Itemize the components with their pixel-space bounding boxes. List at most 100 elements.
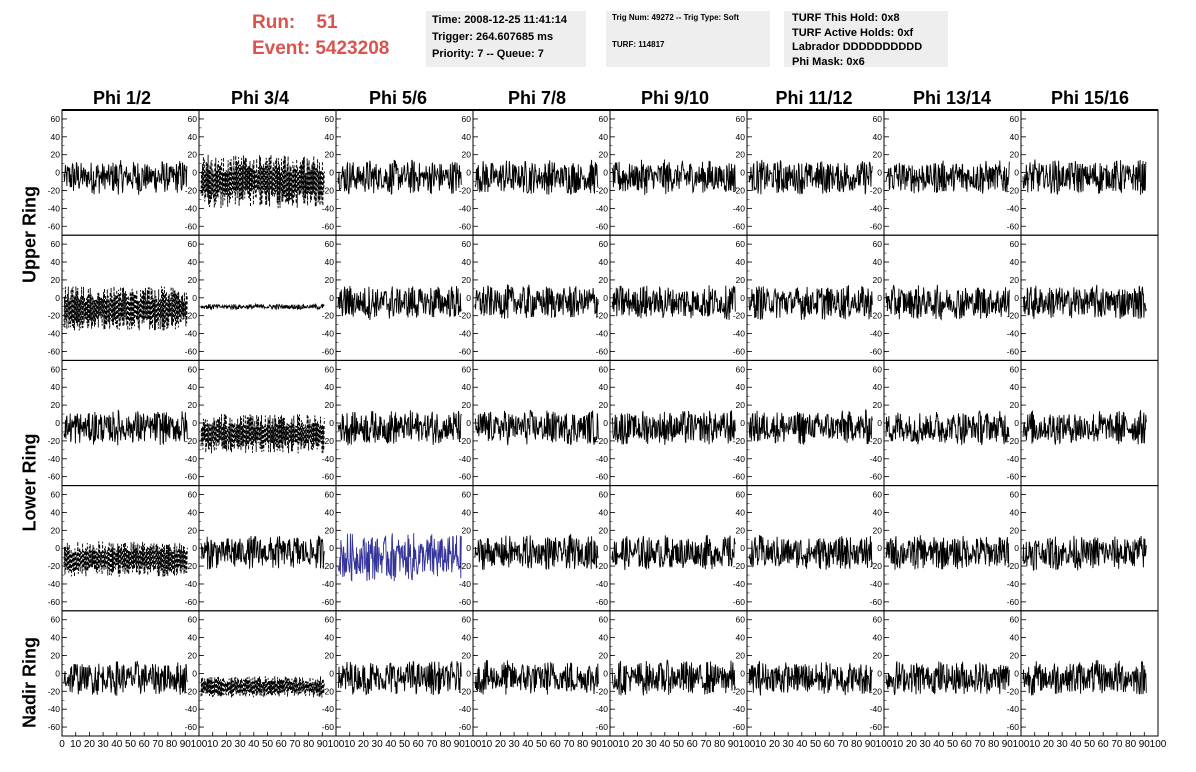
x-tick-label: 60 xyxy=(413,739,425,750)
waveform-panel: -60 -40 -20 0 20 40 60 xyxy=(596,234,748,361)
y-tick-label: 60 xyxy=(1010,114,1020,124)
x-tick-label: 10 xyxy=(481,739,493,750)
y-tick-label: -40 xyxy=(870,203,883,213)
waveform-panel: -60 -40 -20 0 20 40 60 xyxy=(322,109,474,236)
y-tick-label: 60 xyxy=(325,364,335,374)
y-tick-label: -20 xyxy=(596,436,609,446)
waveform-panel: -60 -40 -20 0 20 40 60 xyxy=(870,359,1022,487)
y-tick-label: -40 xyxy=(870,329,883,339)
y-tick-label: -60 xyxy=(48,722,61,732)
waveform-trace xyxy=(885,535,1010,570)
column-header-phi-5-6: Phi 5/6 xyxy=(368,88,428,108)
waveform-trace xyxy=(474,284,599,319)
x-tick-label: 70 xyxy=(289,739,301,750)
y-tick-label: 20 xyxy=(736,275,746,285)
y-tick-label: -60 xyxy=(185,221,198,231)
y-tick-label: -20 xyxy=(1007,561,1020,571)
y-tick-label: 40 xyxy=(1010,507,1020,517)
x-tick-label: 40 xyxy=(933,739,945,750)
y-tick-label: 20 xyxy=(188,400,198,410)
y-tick-label: -60 xyxy=(596,597,609,607)
y-tick-label: 0 xyxy=(740,168,745,178)
y-tick-label: 40 xyxy=(1010,132,1020,142)
y-tick-label: -60 xyxy=(185,597,198,607)
x-tick-label: 10 xyxy=(1029,739,1041,750)
waveform-trace xyxy=(63,286,188,331)
waveform-panel: -60 -40 -20 0 20 40 60 xyxy=(185,234,337,361)
y-tick-label: 40 xyxy=(462,132,472,142)
y-tick-label: 40 xyxy=(873,633,883,643)
x-tick-label: 70 xyxy=(426,739,438,750)
y-tick-label: 60 xyxy=(51,364,61,374)
waveform-panel: -60 -40 -20 0 20 40 60 xyxy=(185,359,337,487)
y-tick-label: -40 xyxy=(733,329,746,339)
waveform-trace xyxy=(200,302,325,311)
y-tick-label: -60 xyxy=(733,346,746,356)
x-tick-label: 90 xyxy=(865,739,877,750)
y-tick-label: -20 xyxy=(870,686,883,696)
column-header-phi-3-4: Phi 3/4 xyxy=(230,88,290,108)
y-tick-label: 40 xyxy=(599,132,609,142)
waveform-trace xyxy=(611,285,736,320)
x-tick-label: 50 xyxy=(399,739,411,750)
waveform-trace xyxy=(337,410,462,446)
y-tick-label: 60 xyxy=(325,490,335,500)
y-tick-label: 0 xyxy=(329,543,334,553)
waveform-trace xyxy=(474,159,599,195)
waveform-trace xyxy=(1022,159,1147,195)
y-tick-label: -20 xyxy=(733,561,746,571)
y-tick-label: 60 xyxy=(736,239,746,249)
y-tick-label: 60 xyxy=(1010,364,1020,374)
waveform-trace xyxy=(474,660,599,695)
y-tick-label: -60 xyxy=(596,472,609,482)
event-label: Event: xyxy=(252,38,311,59)
x-tick-label: 50 xyxy=(1084,739,1096,750)
waveform-trace xyxy=(611,159,736,195)
y-tick-label: -40 xyxy=(459,454,472,464)
y-tick-label: -60 xyxy=(1007,597,1020,607)
y-tick-label: 40 xyxy=(1010,633,1020,643)
y-tick-label: 60 xyxy=(736,114,746,124)
waveform-panel: -60 -40 -20 0 20 40 60 xyxy=(322,485,474,612)
y-tick-label: -20 xyxy=(459,686,472,696)
waveform-trace xyxy=(200,676,325,698)
waveform-panel: -60 -40 -20 0 20 40 60 xyxy=(596,359,748,487)
x-tick-label: 60 xyxy=(139,739,151,750)
priority-text: Priority: 7 -- Queue: 7 xyxy=(432,48,544,60)
x-tick-label: 30 xyxy=(1057,739,1069,750)
y-tick-label: 20 xyxy=(736,651,746,661)
y-tick-label: 60 xyxy=(873,364,883,374)
y-tick-label: 20 xyxy=(736,400,746,410)
y-tick-label: 0 xyxy=(740,543,745,553)
y-tick-label: 40 xyxy=(188,633,198,643)
panel-frame xyxy=(198,610,337,737)
column-header-phi-13-14: Phi 13/14 xyxy=(912,88,992,108)
trigger-text: Trigger: 264.607685 ms xyxy=(432,31,554,43)
y-tick-label: 20 xyxy=(325,651,335,661)
waveform-panel: -60 -40 -20 0 20 40 60 xyxy=(322,359,474,487)
panel-frame xyxy=(61,485,200,612)
x-tick-label: 10 xyxy=(618,739,630,750)
waveform-trace xyxy=(337,285,462,321)
y-tick-label: 40 xyxy=(325,382,335,392)
y-tick-label: -20 xyxy=(185,686,198,696)
waveform-panel: -60 -40 -20 0 20 40 60 xyxy=(870,610,1022,737)
waveform-panel: -60 -40 -20 0 20 40 60 xyxy=(185,610,337,737)
y-tick-label: -60 xyxy=(185,722,198,732)
y-tick-label: -60 xyxy=(459,597,472,607)
y-tick-label: -60 xyxy=(48,221,61,231)
y-tick-label: 40 xyxy=(736,507,746,517)
y-tick-label: 20 xyxy=(873,651,883,661)
waveform-trace xyxy=(63,408,188,446)
waveform-trace xyxy=(63,541,188,577)
y-tick-label: -40 xyxy=(459,704,472,714)
y-tick-label: 20 xyxy=(188,525,198,535)
y-tick-label: 60 xyxy=(51,490,61,500)
y-tick-label: 20 xyxy=(1010,525,1020,535)
y-tick-label: 0 xyxy=(55,668,60,678)
waveform-trace xyxy=(748,535,873,570)
x-tick-label: 10 xyxy=(344,739,356,750)
column-header-phi-15-16: Phi 15/16 xyxy=(1050,88,1130,108)
y-tick-label: 60 xyxy=(188,114,198,124)
waveform-trace xyxy=(474,409,599,446)
